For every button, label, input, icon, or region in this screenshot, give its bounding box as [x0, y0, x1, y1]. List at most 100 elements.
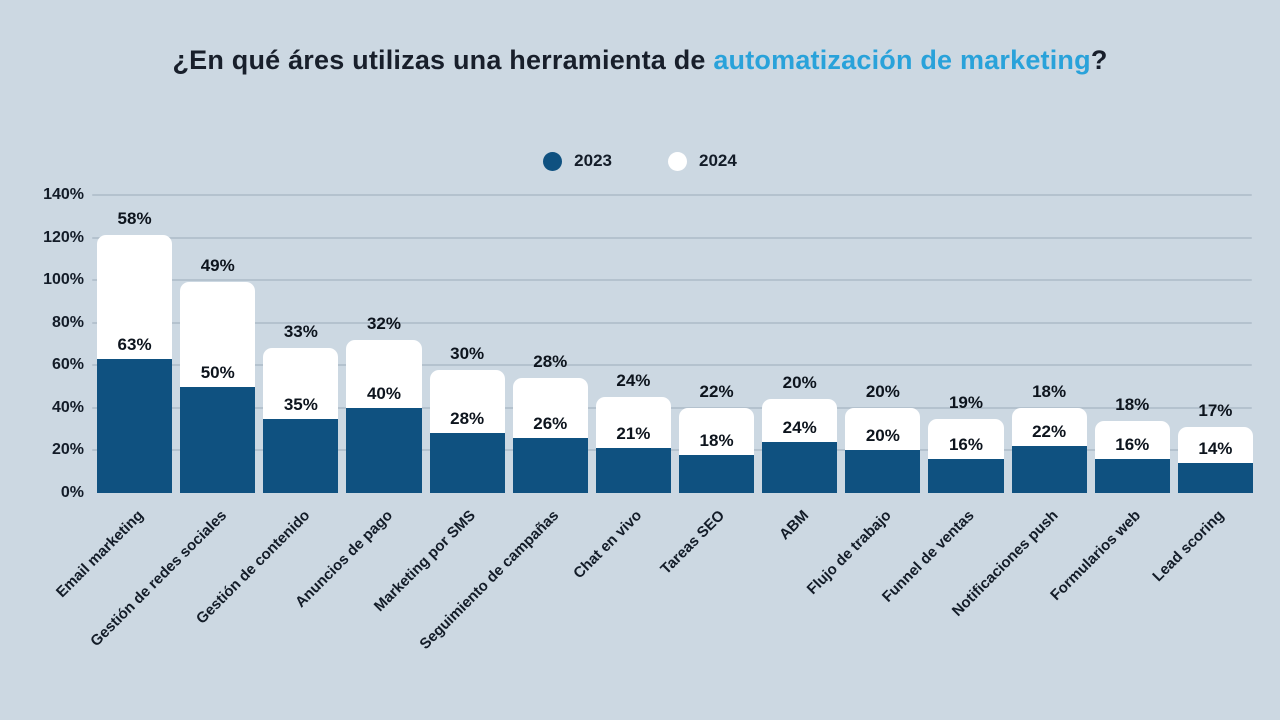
value-label-2023: 63% [117, 334, 152, 354]
bar-segment-2024 [928, 418, 1004, 459]
bar-segment-2023 [512, 437, 588, 493]
y-tick-label: 140% [43, 186, 84, 203]
legend-label: 2024 [699, 151, 737, 170]
grid-line-80 [92, 321, 1252, 324]
bar-column: 22% 18% Tareas SEO [658, 195, 755, 578]
grid-line-140 [92, 194, 1252, 196]
value-label-2023: 14% [1198, 439, 1233, 459]
grid-line-40 [92, 406, 1252, 409]
grid-line-60 [92, 364, 1252, 367]
bar-column: 49% 50% Gestión de redes sociales [87, 195, 256, 650]
y-tick-label: 0% [60, 484, 84, 501]
value-label-2023: 20% [865, 426, 900, 446]
value-label-2024: 22% [699, 381, 734, 401]
value-label-2023: 16% [948, 434, 983, 454]
bar-column: 24% 21% Chat en vivo [570, 195, 671, 582]
bar-segment-2023 [595, 448, 671, 493]
y-tick-label: 20% [51, 441, 84, 459]
value-label-2023: 28% [450, 409, 485, 429]
value-label-2024: 58% [117, 209, 152, 229]
category-label: Gestión de redes sociales [86, 507, 230, 650]
bar-segment-2024 [1177, 427, 1253, 464]
value-label-2023: 22% [1032, 422, 1067, 442]
bar-segment-2023 [1094, 458, 1170, 493]
bar-segment-2024 [429, 369, 505, 434]
bar-segment-2024 [678, 407, 755, 455]
bar-segment-2023 [1177, 463, 1253, 493]
chart-title: ¿En qué áres utilizas una herramienta de… [150, 40, 1130, 82]
value-label-2023: 18% [699, 430, 734, 450]
bar-column: 30% 28% Marketing por SMS [371, 195, 505, 615]
category-label: Chat en vivo [570, 507, 646, 583]
bar-segment-2023 [928, 458, 1004, 493]
bar-segment-2024 [1011, 407, 1087, 447]
category-label: ABM [775, 507, 812, 544]
bar-column: 17% 14% Lead scoring [1149, 195, 1253, 585]
y-tick-label: 120% [43, 228, 84, 246]
category-label: Funnel de ventas [879, 507, 979, 606]
bar-segment-2023 [180, 386, 256, 493]
chart-legend: 2023 2024 [0, 151, 1280, 171]
chart-title-prefix: ¿En qué áres utilizas una herramienta de [172, 45, 714, 75]
legend-item-2024: 2024 [668, 151, 737, 171]
bar-segment-2024 [845, 407, 921, 451]
bar-segment-2023 [97, 358, 173, 493]
value-label-2023: 35% [283, 394, 318, 414]
grid-line-100 [92, 279, 1252, 282]
category-label: Email marketing [52, 507, 147, 601]
category-label: Flujo de trabajo [803, 507, 895, 598]
value-label-2024: 20% [782, 373, 817, 393]
category-label: Formularios web [1047, 507, 1145, 604]
bar-segment-2023 [429, 433, 505, 493]
value-label-2023: 50% [200, 362, 235, 382]
value-label-2024: 28% [533, 352, 568, 372]
y-tick-label: 80% [51, 313, 84, 331]
grid-line-120 [92, 236, 1252, 239]
bar-segment-2024 [180, 282, 256, 387]
bar-column: 20% 24% ABM [762, 195, 838, 543]
bar-segment-2024 [97, 235, 173, 359]
chart-title-suffix: ? [1090, 45, 1108, 75]
value-label-2024: 49% [200, 256, 235, 276]
bar-segment-2023 [845, 450, 921, 493]
bar-segment-2024 [346, 339, 422, 408]
value-label-2024: 20% [865, 381, 900, 401]
y-tick-label: 60% [51, 356, 84, 374]
value-label-2024: 32% [366, 313, 401, 333]
bar-segment-2023 [678, 454, 755, 493]
value-label-2023: 26% [533, 413, 568, 433]
legend-label: 2023 [574, 151, 612, 170]
value-label-2024: 18% [1115, 394, 1150, 414]
value-label-2024: 17% [1198, 401, 1233, 421]
bar-column: 33% 35% Gestión de contenido [192, 195, 339, 627]
bars-area: 58% 63% Email marketing 49% 50% Gestión de re… [53, 195, 1253, 653]
value-label-2024: 33% [283, 322, 318, 342]
bar-segment-2023 [1011, 446, 1087, 493]
bar-column: 58% 63% Email marketing [53, 195, 173, 601]
bar-segment-2024 [762, 399, 838, 442]
chart-title-highlight: automatización de marketing [713, 45, 1091, 75]
bar-segment-2024 [512, 378, 588, 438]
y-tick-label: 40% [51, 398, 84, 416]
value-label-2024: 19% [948, 392, 983, 412]
bar-segment-2023 [762, 441, 838, 493]
bar-segment-2024 [263, 348, 339, 419]
value-label-2023: 16% [1115, 434, 1150, 454]
legend-item-2023: 2023 [543, 151, 612, 171]
value-label-2024: 18% [1032, 381, 1067, 401]
value-label-2024: 24% [616, 371, 651, 391]
bar-column: 18% 22% Notificaciones push [948, 195, 1087, 620]
bar-segment-2024 [595, 397, 671, 449]
value-label-2024: 30% [450, 343, 485, 363]
y-tick-label: 100% [43, 271, 84, 289]
value-label-2023: 21% [616, 424, 651, 444]
bar-column: 32% 40% Anuncios de pago [292, 195, 422, 611]
legend-swatch-2023 [543, 151, 563, 171]
grid-line-20 [92, 449, 1252, 452]
bar-segment-2024 [1094, 420, 1170, 459]
value-label-2023: 40% [366, 383, 401, 403]
bar-column: 20% 20% Flujo de trabajo [804, 195, 921, 598]
bar-column: 28% 26% Seguimiento de campañas [416, 195, 588, 653]
category-label: Lead scoring [1149, 507, 1228, 586]
